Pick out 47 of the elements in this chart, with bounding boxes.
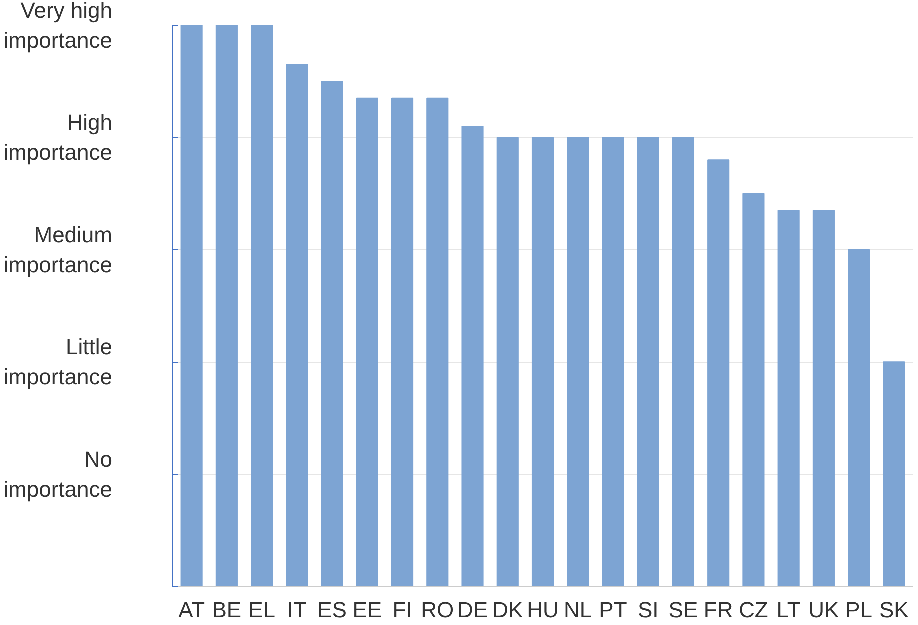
x-tick-label: ES — [318, 598, 347, 622]
bar — [496, 137, 519, 586]
x-tick-label: DE — [457, 598, 488, 622]
x-tick-label: HU — [527, 598, 559, 622]
bar — [708, 160, 730, 586]
bar — [532, 137, 554, 586]
bar — [812, 210, 835, 586]
x-tick-label: AT — [178, 598, 206, 622]
text: Medium importance — [4, 222, 113, 278]
text: High importance — [4, 110, 113, 166]
bar — [848, 249, 870, 586]
bar — [742, 193, 765, 586]
x-tick-label: FR — [704, 598, 734, 622]
x-tick-label: PL — [846, 598, 873, 622]
bar — [321, 81, 344, 586]
text: No importance — [4, 446, 113, 502]
bar — [567, 137, 590, 586]
text: Very high importance — [4, 0, 113, 53]
bar — [251, 26, 274, 586]
bar — [462, 126, 484, 586]
x-tick-label: IT — [287, 598, 307, 622]
x-tick-label: DK — [492, 598, 524, 622]
bar — [637, 137, 660, 586]
bar — [180, 26, 203, 586]
bar — [216, 26, 238, 586]
text: Little importance — [4, 334, 113, 390]
x-tick-label: CZ — [739, 598, 768, 622]
bar — [391, 98, 414, 586]
bar — [778, 210, 800, 586]
x-tick-label: SK — [880, 598, 910, 622]
x-tick-label: PT — [599, 598, 628, 622]
bar — [602, 137, 624, 586]
x-tick-label: UK — [808, 598, 840, 622]
x-tick-label: LT — [776, 598, 801, 622]
bar — [426, 98, 449, 586]
x-tick-label: NL — [564, 598, 592, 622]
x-tick-label: RO — [421, 598, 454, 622]
x-tick-label: SI — [638, 598, 659, 622]
bar — [286, 64, 308, 586]
x-tick-label: EL — [248, 598, 276, 622]
bar — [356, 98, 378, 586]
bar — [672, 137, 695, 586]
x-tick-label: SE — [668, 598, 698, 622]
x-tick-label: FI — [392, 598, 412, 622]
x-tick-label: EE — [352, 598, 382, 622]
x-tick-label: BE — [212, 598, 242, 622]
bar — [883, 362, 906, 586]
